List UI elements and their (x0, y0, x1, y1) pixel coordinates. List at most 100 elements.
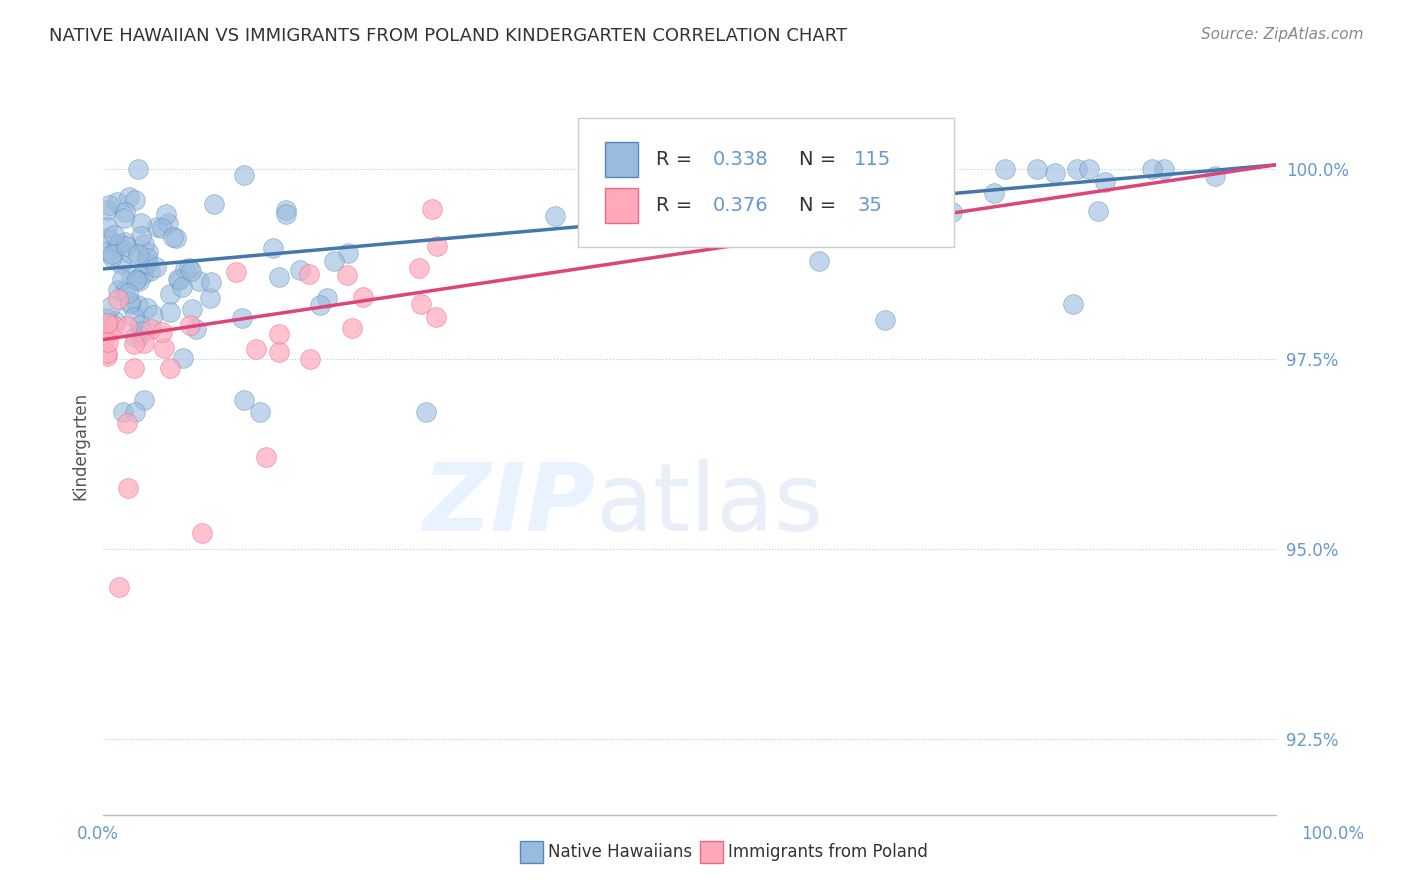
Point (132, 336, 155, 351)
Point (225, 265, 247, 279)
Point (96, 327, 118, 342)
Text: R =: R = (655, 150, 699, 169)
Bar (605, 188, 638, 223)
Point (155, 207, 177, 221)
Point (138, 244, 160, 259)
Point (925, 214, 948, 228)
Point (159, 305, 181, 319)
Point (624, 216, 647, 230)
Point (249, 405, 271, 419)
Point (730, 173, 752, 187)
Point (120, 245, 142, 260)
Point (96, 317, 118, 331)
Point (115, 239, 138, 253)
Point (108, 235, 131, 250)
Point (789, 172, 811, 186)
Point (308, 298, 330, 312)
FancyBboxPatch shape (578, 118, 953, 247)
Point (172, 280, 194, 294)
Point (409, 297, 432, 311)
Point (100, 246, 122, 260)
Point (117, 481, 139, 495)
Point (173, 262, 195, 277)
Point (200, 275, 222, 289)
Point (1204, 169, 1226, 184)
Point (129, 215, 152, 229)
Point (107, 292, 129, 306)
Point (695, 161, 717, 176)
Point (96, 203, 118, 218)
Point (232, 168, 254, 182)
Point (103, 319, 125, 334)
Point (139, 264, 162, 278)
Point (180, 301, 202, 316)
Point (118, 190, 141, 204)
Point (233, 392, 256, 407)
Point (340, 321, 363, 335)
Point (420, 202, 443, 216)
Point (105, 239, 128, 253)
Point (983, 186, 1005, 200)
Point (135, 301, 157, 315)
Point (96, 349, 118, 363)
Point (150, 325, 173, 339)
Point (1153, 161, 1175, 176)
Point (1066, 161, 1088, 176)
Point (124, 330, 146, 344)
Point (132, 392, 155, 407)
Point (128, 161, 150, 176)
Point (125, 272, 148, 286)
Text: atlas: atlas (596, 459, 824, 551)
Text: 0.338: 0.338 (713, 150, 769, 169)
Point (120, 268, 142, 283)
Point (177, 261, 200, 276)
Point (131, 267, 153, 281)
Text: ZIP: ZIP (423, 459, 596, 551)
Point (114, 235, 136, 250)
Point (150, 220, 173, 235)
Text: R =: R = (655, 196, 699, 215)
Text: 0.376: 0.376 (713, 196, 769, 215)
Text: N =: N = (799, 150, 842, 169)
Point (112, 405, 135, 419)
Point (115, 416, 138, 430)
Point (135, 256, 157, 270)
Point (128, 318, 150, 333)
Point (994, 161, 1017, 176)
Point (941, 204, 963, 219)
Point (117, 286, 139, 301)
Point (269, 344, 291, 359)
Point (267, 270, 290, 285)
Point (114, 284, 136, 298)
Point (288, 263, 311, 277)
Text: Immigrants from Poland: Immigrants from Poland (728, 843, 928, 861)
Text: 35: 35 (858, 196, 882, 215)
Point (254, 450, 277, 465)
Point (1094, 175, 1116, 189)
Point (105, 195, 128, 210)
Point (132, 236, 155, 251)
Point (1140, 161, 1163, 176)
Point (202, 196, 225, 211)
Point (103, 227, 125, 242)
Point (245, 343, 267, 357)
Point (152, 341, 174, 355)
Point (124, 405, 146, 419)
Point (269, 327, 291, 342)
Point (179, 318, 201, 332)
Point (107, 580, 129, 594)
Point (231, 311, 253, 326)
Point (198, 291, 221, 305)
Point (96, 345, 118, 359)
Point (135, 251, 157, 265)
Point (425, 310, 447, 324)
Point (129, 228, 152, 243)
Point (159, 360, 181, 375)
Text: N =: N = (799, 196, 842, 215)
Point (104, 313, 127, 327)
Point (1043, 166, 1066, 180)
Point (146, 219, 169, 234)
Point (742, 161, 765, 176)
Point (1026, 161, 1049, 176)
Point (128, 274, 150, 288)
